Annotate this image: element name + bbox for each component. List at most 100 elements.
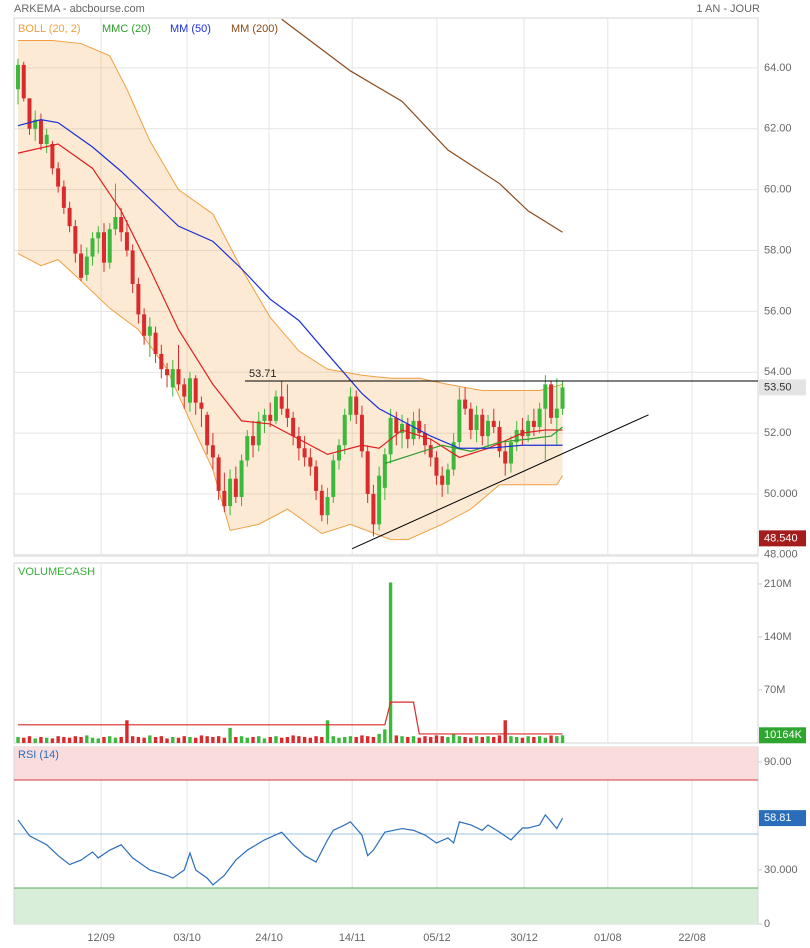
candle-body xyxy=(342,414,347,446)
volume-bar xyxy=(308,737,313,743)
overbought-zone xyxy=(14,747,758,780)
volume-bar xyxy=(22,737,26,743)
candle-body xyxy=(199,402,204,409)
band-fill xyxy=(18,40,563,540)
volume-bar xyxy=(291,735,295,743)
y-tick-label: 60.00 xyxy=(764,184,792,196)
volume-bar xyxy=(314,736,318,743)
volume-bar xyxy=(211,736,215,743)
candle-body xyxy=(531,420,536,427)
bollinger-middle xyxy=(17,143,563,459)
volume-title: VOLUMECASH xyxy=(18,566,95,578)
volume-bar xyxy=(365,736,370,743)
volume-bar xyxy=(182,736,186,743)
y-tick-label: 0 xyxy=(764,918,770,930)
candle-body xyxy=(336,445,341,461)
candle-body xyxy=(365,451,370,494)
y-tick-label: 54.00 xyxy=(764,366,792,378)
volume-bar xyxy=(113,737,118,743)
trendline xyxy=(351,414,649,550)
volume-bar xyxy=(148,735,152,743)
candle-body xyxy=(187,378,192,403)
volume-bar xyxy=(388,582,393,743)
candle-body xyxy=(245,436,250,461)
volume-bar xyxy=(194,737,198,743)
candle-body xyxy=(61,186,66,208)
x-tick-label: 01/08 xyxy=(594,932,622,944)
volume-bar xyxy=(331,736,335,743)
y-tick-label: 52.00 xyxy=(764,427,792,439)
candle-body xyxy=(308,457,313,467)
volume-bar xyxy=(159,736,164,743)
candle-body xyxy=(119,217,124,233)
candle-body xyxy=(291,417,296,437)
candle-body xyxy=(159,353,164,370)
volume-bar xyxy=(153,736,158,743)
volume-bar xyxy=(371,736,376,743)
candle-body xyxy=(113,217,118,230)
volume-bar xyxy=(90,737,95,743)
candle-body xyxy=(56,168,61,187)
candle-body xyxy=(107,229,112,263)
value-badge-label: 48.540 xyxy=(764,532,798,544)
candle-body xyxy=(165,369,170,376)
candle-body xyxy=(474,414,479,431)
candle-body xyxy=(486,420,491,437)
volume-bar xyxy=(302,736,307,743)
volume-bar xyxy=(503,720,507,743)
volume-bar xyxy=(199,735,204,743)
volume-bar xyxy=(532,736,536,743)
moving-average xyxy=(17,119,563,449)
candle-body xyxy=(537,408,542,427)
volume-bar xyxy=(549,735,553,743)
volume-bar xyxy=(555,736,559,743)
candle-body xyxy=(216,457,221,491)
volume-bar xyxy=(320,736,324,743)
volume-bar xyxy=(337,737,341,743)
candle-body xyxy=(382,454,387,488)
volume-bar xyxy=(486,736,490,743)
value-badge xyxy=(759,727,806,744)
volume-bar xyxy=(560,735,565,743)
moving-average xyxy=(384,426,563,465)
volume-bar xyxy=(406,736,410,743)
candle-body xyxy=(67,207,72,227)
value-badge xyxy=(759,530,806,547)
volume-bar xyxy=(176,737,181,743)
candle-body xyxy=(21,64,26,99)
candle-body xyxy=(142,314,147,336)
volume-bar xyxy=(411,736,416,743)
candle-body xyxy=(497,426,502,452)
moving-average xyxy=(281,18,563,233)
volume-bar xyxy=(274,736,278,743)
candle-body xyxy=(101,232,106,263)
volume-bar xyxy=(222,737,227,743)
candle-body xyxy=(451,442,456,470)
volume-bar xyxy=(50,738,55,743)
candle-body xyxy=(205,414,210,446)
candle-body xyxy=(549,384,554,418)
candle-body xyxy=(411,420,416,440)
legend-entry: MM (50) xyxy=(170,23,211,35)
y-tick-label: 140M xyxy=(764,631,792,643)
band-lower xyxy=(17,253,563,541)
volume-bar xyxy=(96,738,100,743)
candle-body xyxy=(84,256,89,275)
candle-body xyxy=(422,433,427,446)
candle-body xyxy=(491,420,496,427)
candle-body xyxy=(417,420,422,434)
y-tick-label: 48.000 xyxy=(764,549,798,561)
candle-body xyxy=(526,420,531,437)
volume-bar xyxy=(279,737,284,743)
volume-bar xyxy=(257,736,261,743)
candle-body xyxy=(463,399,468,409)
candle-body xyxy=(79,253,84,278)
volume-bar xyxy=(463,736,467,743)
volume-bar xyxy=(119,736,123,743)
candle-body xyxy=(262,414,267,421)
x-tick-label: 24/10 xyxy=(255,932,283,944)
volume-bar xyxy=(446,736,450,743)
candle-body xyxy=(457,399,462,443)
volume-bar xyxy=(67,737,72,743)
